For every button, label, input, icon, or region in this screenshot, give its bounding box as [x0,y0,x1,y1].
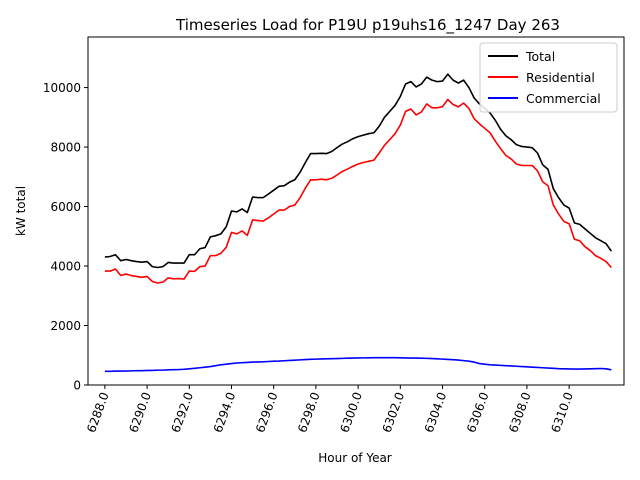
y-tick-label: 10000 [43,81,81,95]
y-tick-label: 8000 [50,141,81,155]
x-tick-label: 6288.0 [84,390,112,434]
x-tick-label: 6290.0 [126,390,154,434]
x-tick-label: 6296.0 [253,390,281,434]
x-tick-label: 6298.0 [295,390,323,434]
y-tick-label: 6000 [50,200,81,214]
y-axis-label: kW total [14,186,28,236]
legend-label-total: Total [525,49,555,64]
series-lines [104,73,612,373]
x-tick-label: 6302.0 [380,390,408,434]
x-tick-label: 6308.0 [506,390,534,434]
legend: Total Residential Commercial [479,42,618,113]
chart-title: Timeseries Load for P19U p19uhs16_1247 D… [175,16,560,35]
series-line-commercial [104,356,612,373]
x-tick-label: 6292.0 [169,390,197,434]
y-tick-label: 4000 [50,260,81,274]
x-tick-label: 6300.0 [337,390,365,434]
legend-label-commercial: Commercial [526,91,601,106]
legend-box [479,42,618,113]
x-tick-label: 6306.0 [464,390,492,434]
x-tick-label: 6310.0 [548,390,576,434]
plot-frame [87,36,625,386]
legend-label-residential: Residential [526,70,595,85]
x-tick-label: 6304.0 [422,390,450,434]
x-axis-label: Hour of Year [318,451,392,465]
series-line-residential [104,98,612,284]
series-line-total [104,73,612,269]
x-tick-label: 6294.0 [211,390,239,434]
y-tick-label: 0 [73,379,81,393]
y-tick-label: 2000 [50,319,81,333]
